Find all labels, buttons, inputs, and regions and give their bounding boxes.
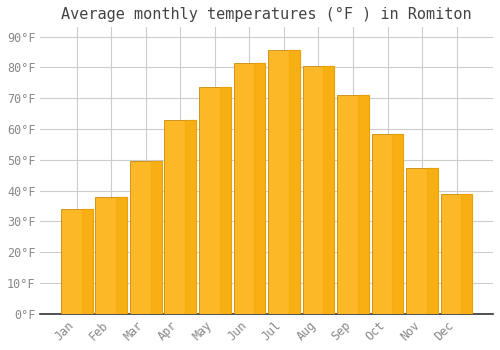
Bar <box>337 95 369 314</box>
Bar <box>302 66 334 314</box>
Bar <box>61 209 92 314</box>
Bar <box>96 197 127 314</box>
Bar <box>185 120 196 314</box>
Bar <box>199 88 231 314</box>
Bar <box>358 95 369 314</box>
Bar <box>323 66 334 314</box>
Bar <box>372 134 404 314</box>
Bar <box>234 63 266 314</box>
Bar <box>406 168 438 314</box>
Bar <box>392 134 404 314</box>
Title: Average monthly temperatures (°F ) in Romiton: Average monthly temperatures (°F ) in Ro… <box>62 7 472 22</box>
Bar <box>82 209 92 314</box>
Bar <box>288 50 300 314</box>
Bar <box>440 194 472 314</box>
Bar <box>462 194 472 314</box>
Bar <box>116 197 127 314</box>
Bar <box>150 161 162 314</box>
Bar <box>427 168 438 314</box>
Bar <box>254 63 266 314</box>
Bar <box>268 50 300 314</box>
Bar <box>164 120 196 314</box>
Bar <box>220 88 231 314</box>
Bar <box>130 161 162 314</box>
